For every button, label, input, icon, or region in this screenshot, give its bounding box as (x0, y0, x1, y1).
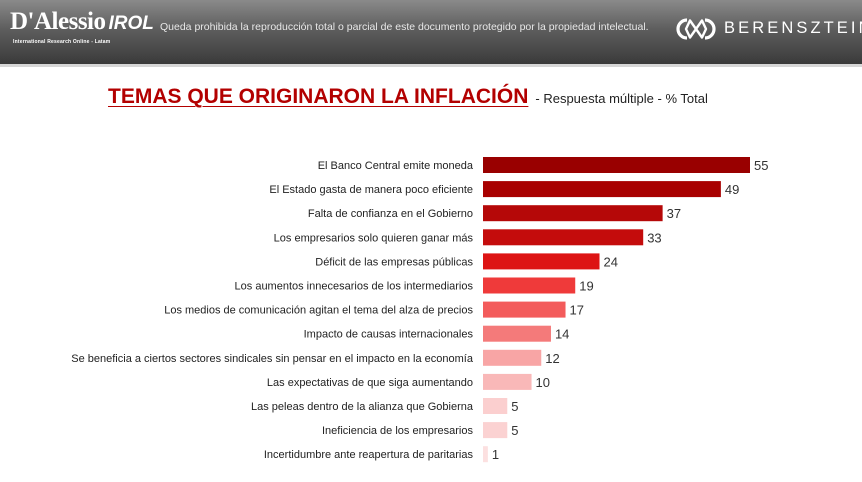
category-label: Ineficiencia de los empresarios (322, 425, 474, 437)
category-label: Los aumentos innecesarios de los interme… (235, 281, 474, 293)
logo-main-text: D'Alessio (10, 8, 106, 35)
value-label: 14 (555, 327, 569, 342)
bar (483, 398, 508, 414)
bar (483, 157, 750, 173)
berensztein-brand-text: BERENSZTEIN (724, 19, 862, 37)
chart-title: TEMAS QUE ORIGINARON LA INFLACIÓN (108, 85, 529, 108)
value-label: 17 (570, 303, 584, 318)
header-bar: D'Alessio IROL International Research Onl… (0, 0, 862, 67)
copyright-disclaimer: Queda prohibida la reproducción total o … (160, 21, 649, 33)
category-label: Los medios de comunicación agitan el tem… (164, 305, 473, 317)
bar (483, 301, 566, 318)
category-label: Las peleas dentro de la alianza que Gobi… (251, 401, 474, 413)
category-label: Falta de confianza en el Gobierno (308, 208, 473, 220)
category-label: El Banco Central emite moneda (318, 160, 474, 172)
value-label: 19 (579, 279, 593, 294)
value-label: 5 (511, 423, 518, 438)
dalessio-irol-logo: D'Alessio IROL International Research Onl… (10, 8, 154, 45)
value-label: 37 (667, 206, 681, 221)
value-label: 12 (545, 351, 559, 366)
berensztein-mark-icon (676, 18, 716, 40)
category-label: Déficit de las empresas públicas (315, 256, 473, 268)
bar (483, 422, 508, 439)
chart-heading: TEMAS QUE ORIGINARON LA INFLACIÓN - Respu… (108, 85, 708, 109)
category-label: Se beneficia a ciertos sectores sindical… (71, 353, 474, 365)
logo-tagline: International Research Online - Latam (13, 39, 111, 45)
value-label: 24 (604, 254, 618, 269)
bar (483, 205, 663, 222)
bar (483, 446, 488, 463)
value-label: 49 (725, 182, 739, 197)
berensztein-logo: BERENSZTEIN (672, 16, 862, 42)
bar (483, 277, 576, 294)
bar (483, 325, 551, 342)
category-label: El Estado gasta de manera poco eficiente (269, 184, 473, 196)
bar (483, 349, 542, 366)
logo-irol-text: IROL (108, 13, 154, 34)
bar (483, 181, 721, 198)
bar (483, 373, 532, 390)
category-label: Impacto de causas internacionales (304, 329, 474, 341)
value-label: 10 (536, 375, 550, 390)
bar (483, 253, 600, 270)
value-label: 55 (754, 158, 768, 173)
category-label: Incertidumbre ante reapertura de paritar… (264, 449, 474, 461)
value-label: 33 (647, 230, 661, 245)
value-label: 1 (492, 447, 499, 462)
bar (483, 229, 644, 246)
chart-subtitle: - Respuesta múltiple - % Total (535, 91, 708, 106)
category-label: Los empresarios solo quieren ganar más (274, 232, 474, 244)
value-label: 5 (511, 399, 518, 414)
category-label: Las expectativas de que siga aumentando (267, 377, 473, 389)
